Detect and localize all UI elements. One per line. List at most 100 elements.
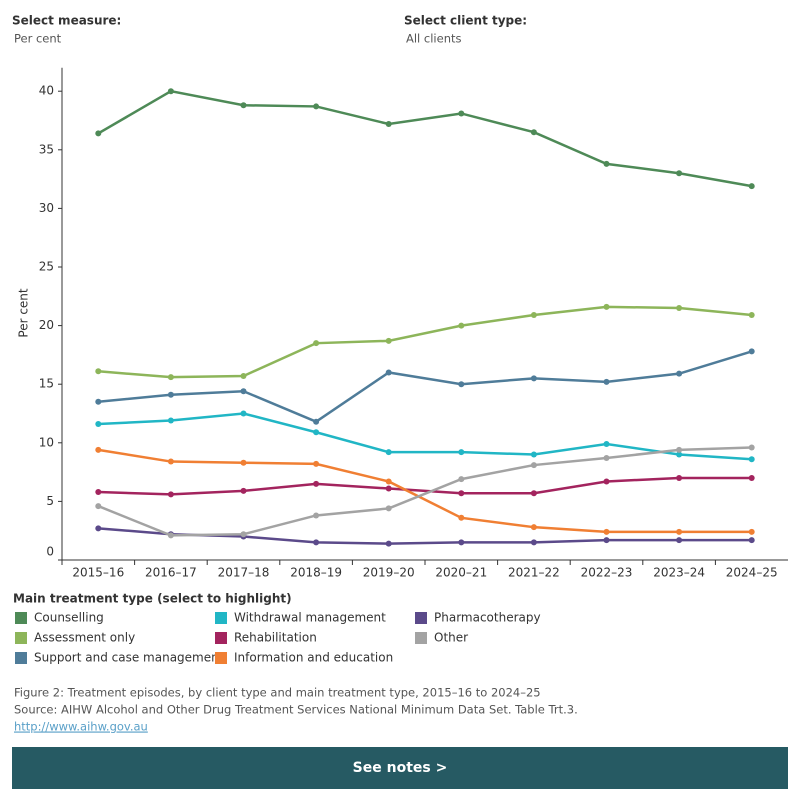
data-point: [603, 440, 610, 447]
data-point: [458, 110, 465, 117]
data-point: [458, 514, 465, 521]
legend-label[interactable]: Information and education: [234, 651, 393, 665]
data-point: [748, 312, 755, 319]
data-point: [748, 348, 755, 355]
legend-label[interactable]: Pharmacotherapy: [434, 611, 541, 625]
legend-swatch[interactable]: [215, 652, 227, 664]
legend-label[interactable]: Other: [434, 631, 468, 645]
caption: Figure 2: Treatment episodes, by client …: [14, 686, 541, 700]
data-point: [530, 129, 537, 136]
series-line: [97, 89, 752, 188]
client-label: Select client type:: [404, 14, 527, 28]
data-point: [530, 524, 537, 531]
data-point: [530, 451, 537, 458]
data-point: [167, 532, 174, 539]
link[interactable]: http://www.aihw.gov.au: [14, 720, 148, 734]
data-point: [458, 322, 465, 329]
y-tick-label: 35: [39, 142, 54, 156]
data-point: [167, 417, 174, 424]
data-point: [748, 444, 755, 451]
data-point: [240, 459, 247, 466]
y-tick-label: 40: [39, 84, 54, 98]
data-point: [385, 478, 392, 485]
legend-label[interactable]: Support and case management: [34, 651, 224, 665]
legend-swatch[interactable]: [415, 632, 427, 644]
data-point: [95, 398, 102, 405]
data-point: [385, 337, 392, 344]
legend-swatch[interactable]: [15, 652, 27, 664]
data-point: [603, 478, 610, 485]
y-tick-label: 25: [39, 260, 54, 274]
data-point: [458, 381, 465, 388]
data-point: [676, 528, 683, 535]
data-point: [313, 539, 320, 546]
y-tick-label: 15: [39, 377, 54, 391]
data-point: [313, 429, 320, 436]
data-point: [748, 537, 755, 544]
series-line: [98, 448, 752, 534]
series-line: [98, 350, 753, 424]
measure-select[interactable]: Per cent: [14, 32, 62, 46]
data-point: [603, 537, 610, 544]
data-point: [313, 512, 320, 519]
legend-label[interactable]: Withdrawal management: [234, 611, 386, 625]
data-point: [240, 102, 247, 109]
data-point: [240, 531, 247, 538]
data-point: [458, 490, 465, 497]
data-point: [385, 121, 392, 128]
legend-swatch[interactable]: [215, 612, 227, 624]
data-point: [240, 388, 247, 395]
legend-label[interactable]: Assessment only: [34, 631, 135, 645]
data-point: [676, 305, 683, 312]
data-point: [313, 418, 320, 425]
data-point: [95, 368, 102, 375]
x-tick-label: 2023–24: [653, 566, 705, 580]
y-tick-label: 5: [46, 494, 54, 508]
data-point: [530, 375, 537, 382]
legend-swatch[interactable]: [215, 632, 227, 644]
legend-title: Main treatment type (select to highlight…: [13, 592, 292, 606]
data-point: [530, 539, 537, 546]
data-point: [748, 456, 755, 463]
x-tick-label: 2019–20: [363, 566, 415, 580]
data-point: [748, 183, 755, 190]
data-point: [603, 160, 610, 167]
data-point: [676, 537, 683, 544]
client-select[interactable]: All clients: [406, 32, 462, 46]
data-point: [603, 528, 610, 535]
legend-label[interactable]: Counselling: [34, 611, 104, 625]
data-point: [385, 485, 392, 492]
data-point: [167, 458, 174, 465]
data-point: [676, 170, 683, 177]
series-line: [98, 305, 752, 379]
notes-button[interactable]: [12, 747, 788, 789]
data-point: [458, 476, 465, 483]
y-tick-label: 0: [46, 545, 54, 559]
data-point: [530, 462, 537, 469]
data-point: [167, 391, 174, 398]
legend-swatch[interactable]: [15, 612, 27, 624]
legend-label[interactable]: Rehabilitation: [234, 631, 317, 645]
data-point: [385, 369, 392, 376]
data-point: [313, 340, 320, 347]
notes-button-label[interactable]: See notes >: [353, 760, 448, 776]
y-tick-label: 10: [39, 435, 54, 449]
data-point: [748, 528, 755, 535]
x-tick-label: 2020–21: [435, 566, 487, 580]
data-point: [603, 378, 610, 385]
data-point: [167, 374, 174, 381]
data-point: [676, 446, 683, 453]
legend-swatch[interactable]: [415, 612, 427, 624]
data-point: [313, 460, 320, 467]
series-line: [98, 476, 752, 496]
data-point: [95, 130, 102, 137]
data-point: [676, 370, 683, 377]
y-tick-label: 30: [39, 201, 54, 215]
data-point: [95, 489, 102, 496]
legend-swatch[interactable]: [15, 632, 27, 644]
source: Source: AIHW Alcohol and Other Drug Trea…: [14, 703, 578, 717]
data-point: [676, 451, 683, 458]
x-tick-label: 2021–22: [508, 566, 560, 580]
